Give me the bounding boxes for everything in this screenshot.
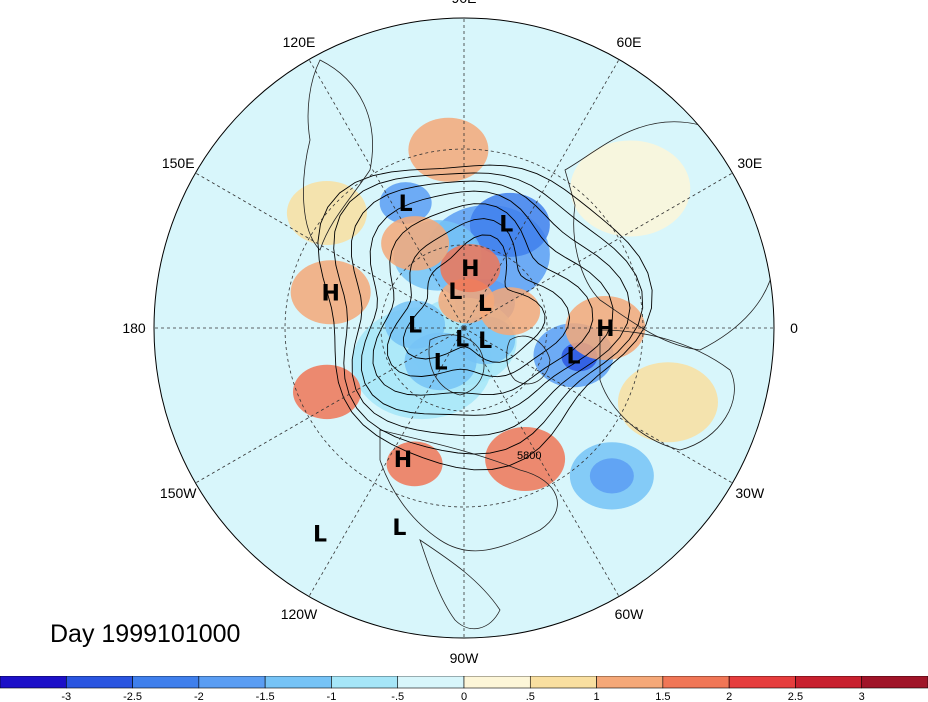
low-pressure-marker: L xyxy=(434,350,448,375)
anomaly-blob xyxy=(589,458,634,494)
colorbar-tick-label: 1 xyxy=(594,691,600,702)
high-pressure-marker: H xyxy=(321,281,339,306)
colorbar-swatch xyxy=(0,676,67,689)
anomaly-blob xyxy=(469,192,550,257)
colorbar-swatch xyxy=(728,676,796,689)
colorbar-tick-label: .5 xyxy=(526,691,535,702)
longitude-label: 180 xyxy=(122,320,146,336)
colorbar-tick-label: 1.5 xyxy=(655,691,670,702)
longitude-label: 120W xyxy=(281,606,318,622)
colorbar-tick-label: 2 xyxy=(726,691,732,702)
longitude-label: 120E xyxy=(283,34,316,50)
longitude-label: 60W xyxy=(615,606,645,622)
longitude-label: 0 xyxy=(790,320,798,336)
colorbar-swatch xyxy=(463,676,531,689)
colorbar-swatch xyxy=(397,676,465,689)
anomaly-blob xyxy=(440,244,501,293)
colorbar-swatches xyxy=(0,676,928,689)
eurasia-coast xyxy=(564,121,774,351)
anomaly-blob xyxy=(480,287,541,336)
low-pressure-marker: L xyxy=(478,292,492,317)
longitude-label: 30E xyxy=(737,155,762,171)
high-pressure-marker: H xyxy=(394,448,412,473)
low-pressure-marker: L xyxy=(448,280,462,305)
latitude-circle xyxy=(284,148,644,508)
meridian-line xyxy=(463,327,620,597)
east-asia-coast xyxy=(303,59,373,251)
meridian-line xyxy=(463,327,733,484)
colorbar-swatch xyxy=(331,676,399,689)
colorbar-swatch xyxy=(529,676,597,689)
height-contour xyxy=(372,203,594,396)
north-america-coast xyxy=(379,429,558,552)
low-pressure-marker: L xyxy=(499,212,513,237)
colorbar-swatch xyxy=(198,676,266,689)
low-pressure-marker: L xyxy=(392,516,406,541)
meridian-line xyxy=(463,172,733,329)
low-pressure-marker: L xyxy=(478,329,492,354)
low-pressure-marker: L xyxy=(566,344,580,369)
anomaly-blob xyxy=(385,300,446,349)
meridian-line xyxy=(463,59,620,329)
colorbar-swatch xyxy=(132,676,200,689)
colorbar-swatch xyxy=(861,676,928,689)
colorbar-swatch xyxy=(795,676,863,689)
height-contours xyxy=(317,164,653,471)
colorbar-tick-label: -3 xyxy=(61,691,71,702)
colorbar-swatch xyxy=(662,676,730,689)
longitude-labels: 90E 60E 30E 0 30W 60W 90W 120W 150W 180 150E 120E xyxy=(122,0,798,666)
meridian-line xyxy=(195,327,465,484)
colorbar-tick-label: -2.5 xyxy=(123,691,142,702)
height-contour xyxy=(360,190,614,416)
longitude-label: 60E xyxy=(617,34,642,50)
height-contour xyxy=(317,164,653,471)
colorbar-tick-label: 2.5 xyxy=(788,691,803,702)
latitude-circle xyxy=(380,244,548,412)
low-pressure-marker: L xyxy=(399,192,413,217)
arctic-islands xyxy=(428,334,485,396)
longitude-label: 90E xyxy=(452,0,477,6)
meridian-line xyxy=(308,59,465,329)
central-america-coast xyxy=(419,539,501,629)
colorbar-swatch xyxy=(65,676,133,689)
anomaly-blob xyxy=(617,362,718,443)
colorbar-tick-labels: -3 -2.5 -2 -1.5 -1 -.5 0 .5 1 1.5 2 2.5 3 xyxy=(61,691,864,702)
longitude-label: 150W xyxy=(160,485,197,501)
high-pressure-marker: H xyxy=(461,257,479,282)
map-title: Day 1999101000 xyxy=(50,620,241,648)
colorbar-tick-label: -1.5 xyxy=(256,691,275,702)
longitude-label: 30W xyxy=(735,485,765,501)
colorbar-tick-label: -.5 xyxy=(391,691,404,702)
longitude-label: 90W xyxy=(450,650,480,666)
meridian-line xyxy=(308,327,465,597)
colorbar-swatch xyxy=(596,676,664,689)
graticule xyxy=(154,18,774,638)
anomaly-blob xyxy=(386,441,443,487)
contour-label-5800: 5800 xyxy=(517,450,541,462)
colorbar-tick-label: -2 xyxy=(194,691,204,702)
longitude-label: 150E xyxy=(162,155,195,171)
colorbar-tick-label: -1 xyxy=(327,691,337,702)
meridian-line xyxy=(195,172,465,329)
low-pressure-marker: L xyxy=(408,314,422,339)
height-contour xyxy=(333,172,644,455)
colorbar: -3 -2.5 -2 -1.5 -1 -.5 0 .5 1 1.5 2 2.5 3 xyxy=(0,676,928,702)
colorbar-tick-label: 0 xyxy=(461,691,467,702)
map-boundary xyxy=(153,17,775,639)
low-pressure-marker: L xyxy=(313,523,327,548)
colorbar-swatch xyxy=(264,676,332,689)
africa-coast xyxy=(599,329,735,451)
height-contour xyxy=(351,180,631,437)
anomaly-blob xyxy=(408,117,489,182)
anomaly-blob xyxy=(292,364,361,420)
height-contour xyxy=(402,234,546,363)
high-pressure-marker: H xyxy=(596,317,614,342)
anomaly-blob xyxy=(290,260,371,325)
map-canvas: 5800 90E 60E 30E 0 30W 60W 90W 120W 150W 180 150E 1… xyxy=(122,0,798,666)
low-pressure-marker: L xyxy=(455,328,469,353)
colorbar-tick-label: 3 xyxy=(859,691,865,702)
coastlines xyxy=(303,59,774,629)
